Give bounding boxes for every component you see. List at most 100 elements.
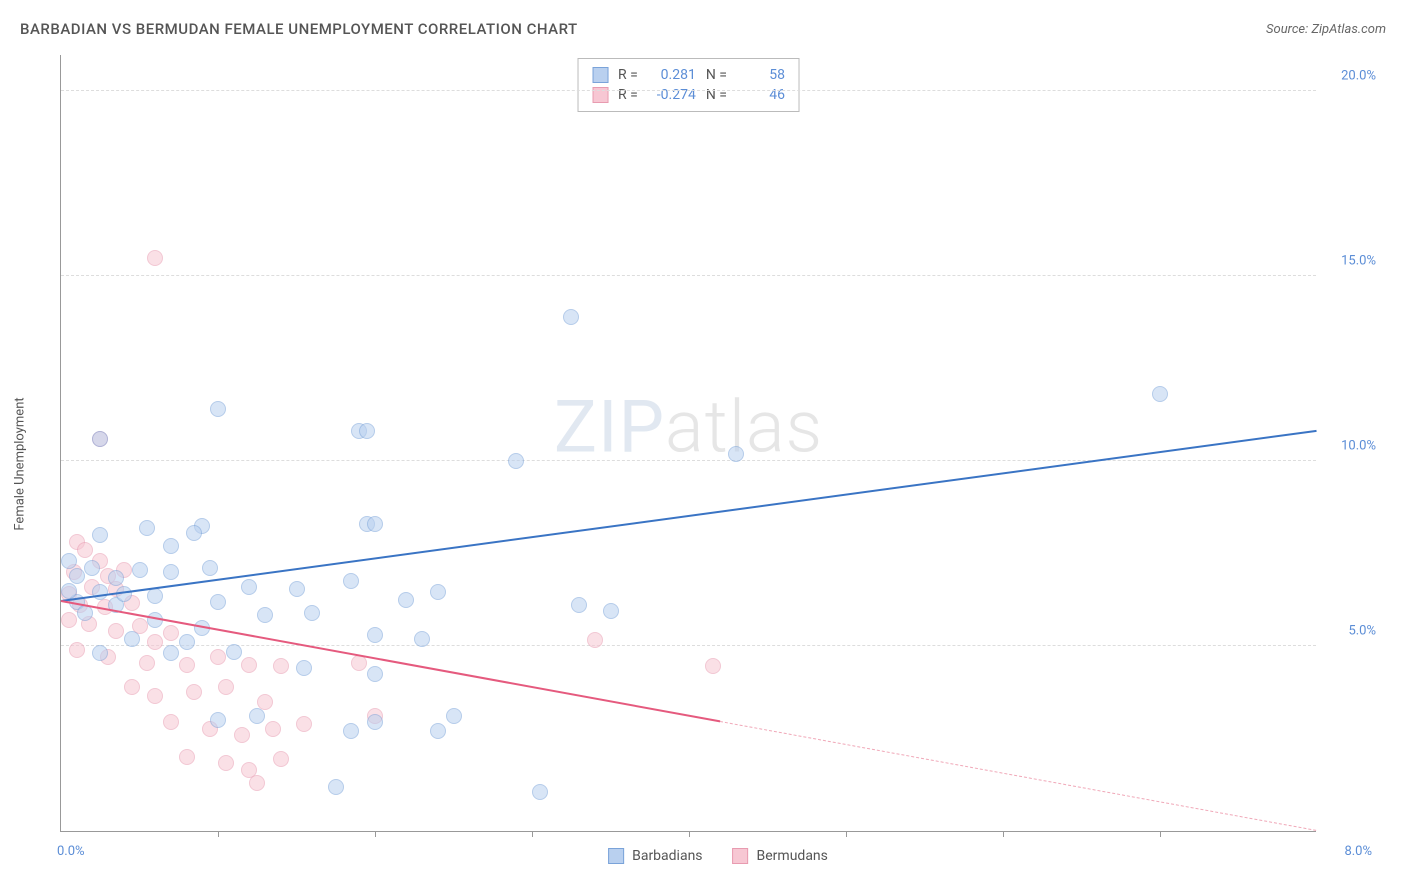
legend-swatch: [608, 848, 624, 864]
data-point-bermudans: [273, 751, 289, 767]
data-point-barbadians: [210, 712, 226, 728]
data-point-bermudans: [210, 649, 226, 665]
data-point-barbadians: [108, 570, 124, 586]
data-point-barbadians: [202, 560, 218, 576]
data-point-barbadians: [508, 453, 524, 469]
chart-area: Female Unemployment ZIPatlas R =0.281N =…: [50, 55, 1386, 872]
source-attribution: Source: ZipAtlas.com: [1266, 22, 1386, 37]
data-point-barbadians: [226, 644, 242, 660]
gridline-h: [61, 645, 1316, 646]
watermark: ZIPatlas: [554, 385, 823, 470]
data-point-barbadians: [343, 723, 359, 739]
y-tick-label: 5.0%: [1348, 624, 1376, 639]
data-point-barbadians: [163, 538, 179, 554]
r-value: 0.281: [648, 67, 696, 83]
x-tick: [218, 831, 219, 837]
data-point-barbadians: [132, 562, 148, 578]
y-tick-label: 15.0%: [1341, 254, 1376, 269]
legend-swatch: [733, 848, 749, 864]
data-point-barbadians: [398, 592, 414, 608]
data-point-barbadians: [359, 423, 375, 439]
data-point-barbadians: [430, 584, 446, 600]
data-point-bermudans: [61, 612, 77, 628]
data-point-barbadians: [69, 568, 85, 584]
data-point-barbadians: [92, 584, 108, 600]
legend-item-bermudans: Bermudans: [733, 848, 828, 864]
data-point-bermudans: [218, 679, 234, 695]
legend-label: Barbadians: [632, 848, 702, 864]
y-tick-label: 20.0%: [1341, 69, 1376, 84]
header: BARBADIAN VS BERMUDAN FEMALE UNEMPLOYMEN…: [20, 20, 1386, 38]
data-point-bermudans: [179, 749, 195, 765]
data-point-bermudans: [147, 688, 163, 704]
trendline-bermudans-extrap: [720, 721, 1317, 831]
data-point-bermudans: [139, 655, 155, 671]
y-tick-label: 10.0%: [1341, 439, 1376, 454]
r-label: R =: [618, 67, 638, 83]
data-point-barbadians: [304, 605, 320, 621]
x-tick: [689, 831, 690, 837]
data-point-barbadians: [367, 714, 383, 730]
data-point-bermudans: [147, 250, 163, 266]
x-tick: [846, 831, 847, 837]
data-point-barbadians: [92, 527, 108, 543]
data-point-barbadians: [532, 784, 548, 800]
data-point-barbadians: [296, 660, 312, 676]
n-label: N =: [706, 67, 727, 83]
legend-item-barbadians: Barbadians: [608, 848, 702, 864]
x-tick: [1003, 831, 1004, 837]
data-point-barbadians: [249, 708, 265, 724]
data-point-bermudans: [273, 658, 289, 674]
data-point-barbadians: [186, 525, 202, 541]
data-point-barbadians: [603, 603, 619, 619]
y-axis-label: Female Unemployment: [13, 397, 28, 530]
x-min-label: 0.0%: [57, 844, 85, 859]
data-point-barbadians: [257, 607, 273, 623]
trendline-barbadians: [61, 429, 1317, 601]
data-point-bermudans: [257, 694, 273, 710]
x-tick: [375, 831, 376, 837]
n-value: 58: [737, 67, 785, 83]
data-point-barbadians: [61, 583, 77, 599]
data-point-barbadians: [446, 708, 462, 724]
data-point-barbadians: [139, 520, 155, 536]
data-point-barbadians: [61, 553, 77, 569]
data-point-bermudans: [163, 714, 179, 730]
data-point-bermudans: [77, 542, 93, 558]
x-max-label: 8.0%: [1344, 844, 1372, 859]
data-point-barbadians: [367, 516, 383, 532]
data-point-bermudans: [249, 775, 265, 791]
data-point-barbadians: [210, 401, 226, 417]
data-point-barbadians: [367, 627, 383, 643]
data-point-barbadians: [241, 579, 257, 595]
stats-row-barbadians: R = 0.281 N = 58: [592, 65, 785, 85]
data-point-barbadians: [367, 666, 383, 682]
correlation-stats-box: R =0.281N =58R =-0.274N =46: [577, 58, 800, 112]
legend: Barbadians Bermudans: [608, 848, 828, 864]
data-point-barbadians: [563, 309, 579, 325]
data-point-barbadians: [728, 446, 744, 462]
trendline-bermudans: [61, 600, 721, 722]
x-tick: [1160, 831, 1161, 837]
data-point-bermudans: [69, 642, 85, 658]
data-point-bermudans: [163, 625, 179, 641]
data-point-barbadians: [414, 631, 430, 647]
data-point-barbadians: [163, 645, 179, 661]
data-point-barbadians: [147, 588, 163, 604]
data-point-barbadians: [84, 560, 100, 576]
data-point-barbadians: [430, 723, 446, 739]
gridline-h: [61, 90, 1316, 91]
data-point-barbadians: [179, 634, 195, 650]
data-point-bermudans: [108, 623, 124, 639]
data-point-bermudans: [186, 684, 202, 700]
data-point-barbadians: [571, 597, 587, 613]
legend-swatch: [592, 67, 608, 83]
data-point-bermudans: [587, 632, 603, 648]
data-point-barbadians: [163, 564, 179, 580]
data-point-bermudans: [265, 721, 281, 737]
gridline-h: [61, 460, 1316, 461]
data-point-barbadians: [92, 645, 108, 661]
data-point-barbadians: [328, 779, 344, 795]
scatter-plot: ZIPatlas R =0.281N =58R =-0.274N =46 5.0…: [60, 55, 1316, 832]
x-tick: [532, 831, 533, 837]
